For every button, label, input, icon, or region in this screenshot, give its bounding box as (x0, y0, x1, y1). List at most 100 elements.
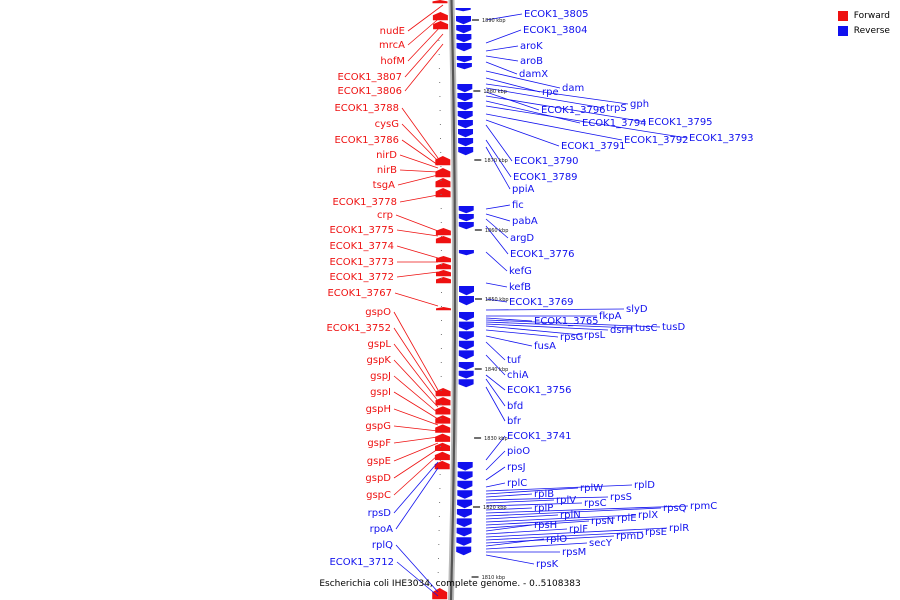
forward-leader-line (399, 154, 439, 169)
gene-arrow-segment (458, 250, 474, 256)
reverse-gene-label: ECOK1_3765 (534, 316, 599, 327)
reverse-gene-label: fusA (534, 341, 556, 352)
gene-arrow-segment (456, 527, 472, 537)
reverse-leader-line (485, 517, 616, 526)
gene-arrow-segment (457, 499, 473, 509)
forward-gene-label: gspK (367, 355, 392, 366)
reverse-gene-label: bfd (507, 401, 523, 412)
scale-dot (439, 110, 441, 111)
legend-reverse: Reverse (837, 23, 890, 38)
forward-gene-arrow (432, 12, 449, 30)
reverse-gene-label: gph (630, 99, 649, 110)
gene-arrow-segment (434, 451, 450, 461)
reverse-gene-label: fkpA (599, 311, 622, 322)
reverse-leader-line (485, 493, 533, 498)
forward-leader-line (393, 454, 439, 496)
gene-arrow-segment (432, 0, 448, 4)
reverse-gene-label: rpsG (560, 332, 583, 343)
forward-gene-label: ECOK1_3773 (329, 257, 394, 268)
reverse-gene-label: dam (562, 83, 584, 94)
reverse-gene-label: rplC (507, 478, 527, 489)
forward-leader-line (404, 43, 444, 92)
forward-gene-label: ECOK1_3772 (329, 272, 394, 283)
reverse-gene-label: argD (510, 233, 534, 244)
reverse-gene-label: rpsQ (663, 503, 687, 514)
forward-leader-line (393, 375, 439, 414)
scale-dot (440, 194, 442, 195)
gene-arrow-segment (457, 102, 473, 111)
reverse-leader-line (485, 507, 662, 517)
forward-leader-line (407, 14, 444, 46)
forward-leader-line (399, 169, 439, 173)
forward-gene-label: ECOK1_3806 (337, 86, 402, 97)
reverse-gene-label: ECOK1_3791 (561, 141, 626, 152)
forward-gene-label: ECOK1_3788 (334, 103, 399, 114)
reverse-leader-line (485, 83, 629, 105)
gene-arrow-segment (435, 433, 451, 442)
reverse-leader-line (485, 91, 540, 111)
genome-backbone (448, 0, 458, 600)
reverse-gene-label: rplO (546, 534, 567, 545)
reverse-gene-arrow (455, 8, 471, 12)
gene-arrow-segment (457, 462, 473, 471)
forward-gene-label: rplQ (372, 540, 393, 551)
reverse-leader-line (485, 282, 508, 288)
reverse-leader-line (485, 218, 509, 239)
reverse-gene-label: rpsK (536, 559, 559, 570)
reverse-gene-label: rpsE (645, 527, 667, 538)
reverse-leader-line (485, 335, 533, 347)
forward-gene-label: ECOK1_3778 (332, 197, 397, 208)
reverse-gene-arrow (458, 250, 474, 256)
forward-gene-arrow (435, 156, 451, 166)
reverse-gene-label: rplX (638, 510, 658, 521)
reverse-gene-label: rplB (534, 489, 554, 500)
scale-dot (440, 152, 442, 153)
scale-tick-label: 1810 kbp (482, 575, 506, 581)
reverse-gene-label: ppiA (512, 184, 534, 195)
scale-dot (441, 264, 442, 265)
forward-gene-label: cysG (375, 119, 399, 130)
gene-arrow-segment (432, 588, 448, 600)
forward-leader-line (404, 33, 444, 78)
reverse-gene-label: rplW (580, 483, 603, 494)
gene-arrow-segment (432, 12, 448, 21)
gene-arrow-segment (435, 388, 451, 397)
reverse-leader-line (485, 308, 625, 311)
forward-gene-label: ECOK1_3767 (327, 288, 392, 299)
forward-gene-arrow (436, 307, 451, 311)
reverse-gene-label: rpsS (610, 492, 632, 503)
reverse-leader-line (485, 29, 522, 44)
forward-leader-line (393, 408, 439, 426)
legend: Forward Reverse (837, 8, 890, 38)
forward-gene-arrow (434, 388, 451, 470)
reverse-leader-line (485, 13, 523, 21)
reverse-gene-label: ECOK1_3792 (624, 135, 689, 146)
reverse-gene-label: rpsN (591, 516, 614, 527)
gene-arrow-segment (456, 56, 472, 63)
scale-tick-label: 1850 kbp (485, 297, 509, 303)
reverse-gene-label: rpe (542, 87, 559, 98)
legend-forward-label: Forward (853, 10, 890, 21)
reverse-gene-label: rpsC (584, 498, 607, 509)
legend-reverse-label: Reverse (853, 25, 890, 36)
forward-gene-label: rpoA (370, 524, 394, 535)
gene-arrow-segment (458, 340, 474, 350)
reverse-gene-label: secY (589, 538, 613, 549)
reverse-gene-label: ECOK1_3794 (582, 118, 647, 129)
scale-dot (441, 292, 442, 293)
scale-dot (441, 278, 442, 279)
reverse-gene-label: ECOK1_3795 (648, 117, 713, 128)
reverse-gene-label: ECOK1_3769 (509, 297, 574, 308)
forward-gene-label: tsgA (373, 180, 395, 191)
gene-arrow-segment (457, 480, 473, 490)
forward-gene-label: gspL (368, 339, 392, 350)
reverse-leader-line (485, 496, 609, 501)
scale-tick-label: 1890 kbp (482, 18, 506, 24)
forward-leader-line (399, 194, 439, 203)
gene-arrow-segment (436, 270, 451, 277)
forward-gene-label: gspH (366, 404, 391, 415)
forward-gene-label: gspE (367, 456, 391, 467)
gene-arrow-segment (458, 138, 474, 147)
reverse-gene-label: aroK (520, 41, 543, 52)
scale-dot (440, 418, 442, 419)
